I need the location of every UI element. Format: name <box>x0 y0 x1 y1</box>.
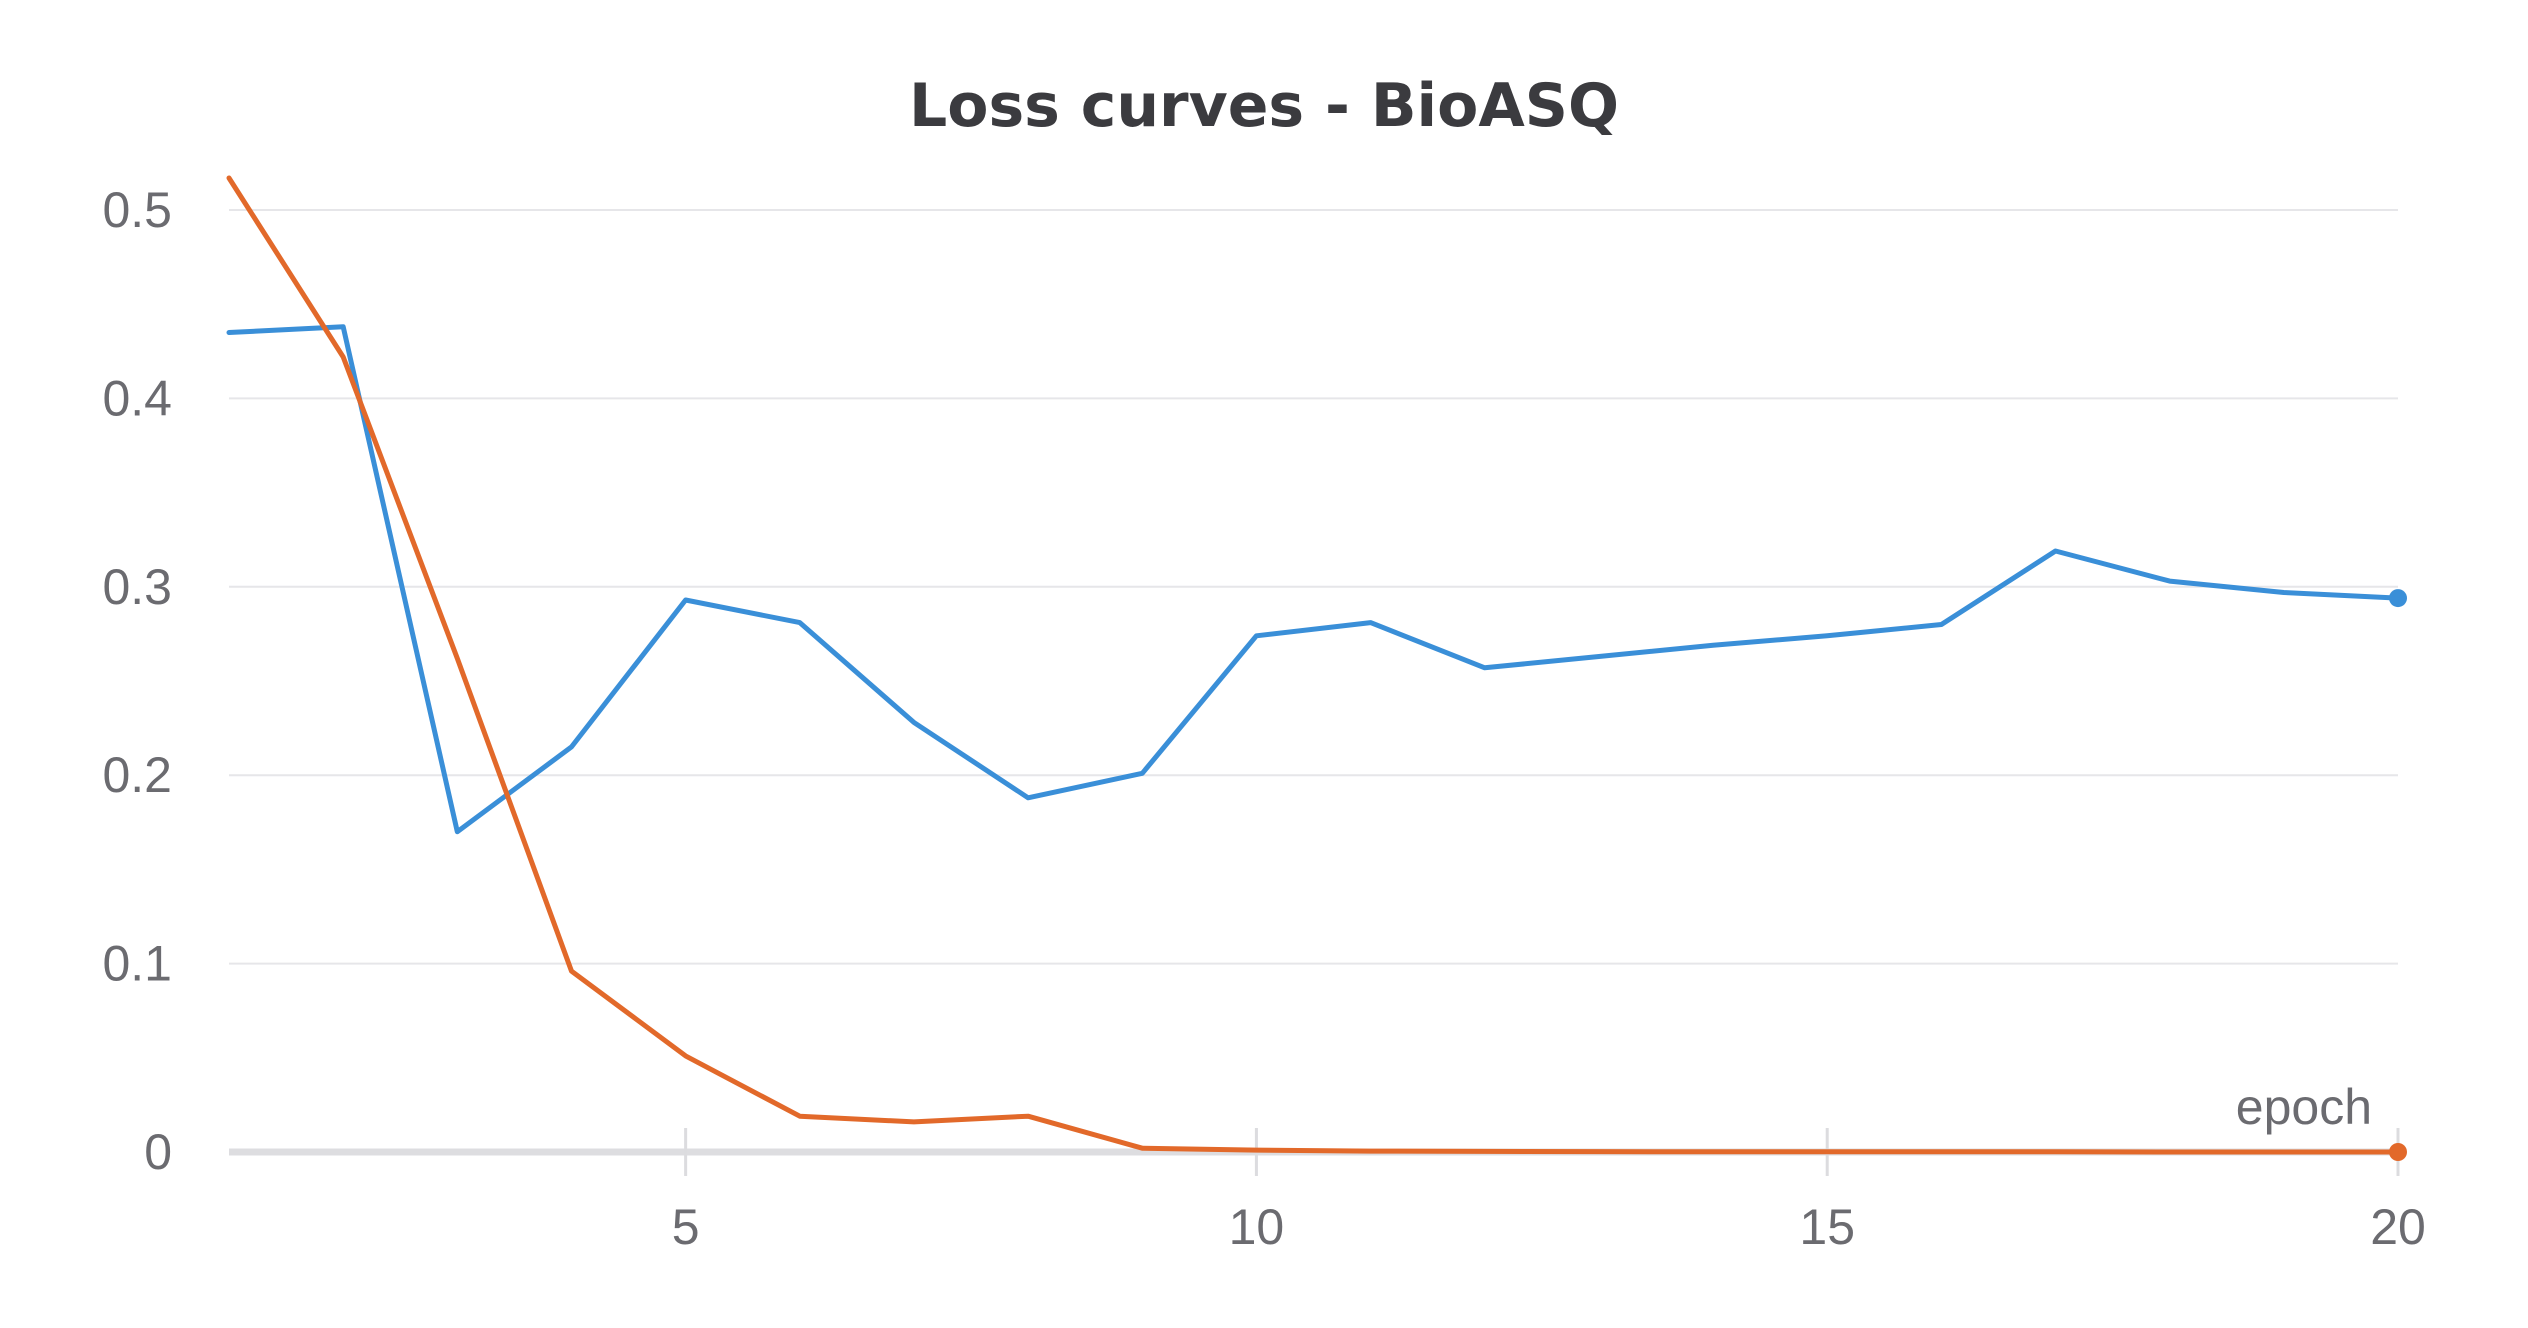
x-axis-ticks: 5 10 15 20 <box>672 1128 2426 1255</box>
y-tick-label: 0 <box>144 1124 172 1180</box>
y-axis-ticks: 0 0.1 0.2 0.3 0.4 0.5 <box>102 182 172 1180</box>
series-end-point-1 <box>2389 589 2407 608</box>
grid-layer <box>229 209 2398 1156</box>
x-axis-label: epoch <box>2236 1079 2372 1135</box>
y-tick-label: 0.3 <box>102 559 172 615</box>
x-tick-label: 10 <box>1229 1199 1285 1255</box>
series-line-1 <box>226 324 2401 835</box>
series-end-point-2 <box>2389 1143 2407 1161</box>
series-layer <box>226 175 2407 1161</box>
y-tick-label: 0.4 <box>102 370 172 426</box>
y-tick-label: 0.2 <box>102 747 172 803</box>
y-tick-label: 0.1 <box>102 936 172 992</box>
chart-title: Loss curves - BioASQ <box>909 71 1619 141</box>
series-line-2 <box>226 175 2401 1155</box>
x-tick-label: 20 <box>2370 1199 2426 1255</box>
x-tick-label: 5 <box>672 1199 700 1255</box>
x-tick-label: 15 <box>1799 1199 1855 1255</box>
y-tick-label: 0.5 <box>102 182 172 238</box>
